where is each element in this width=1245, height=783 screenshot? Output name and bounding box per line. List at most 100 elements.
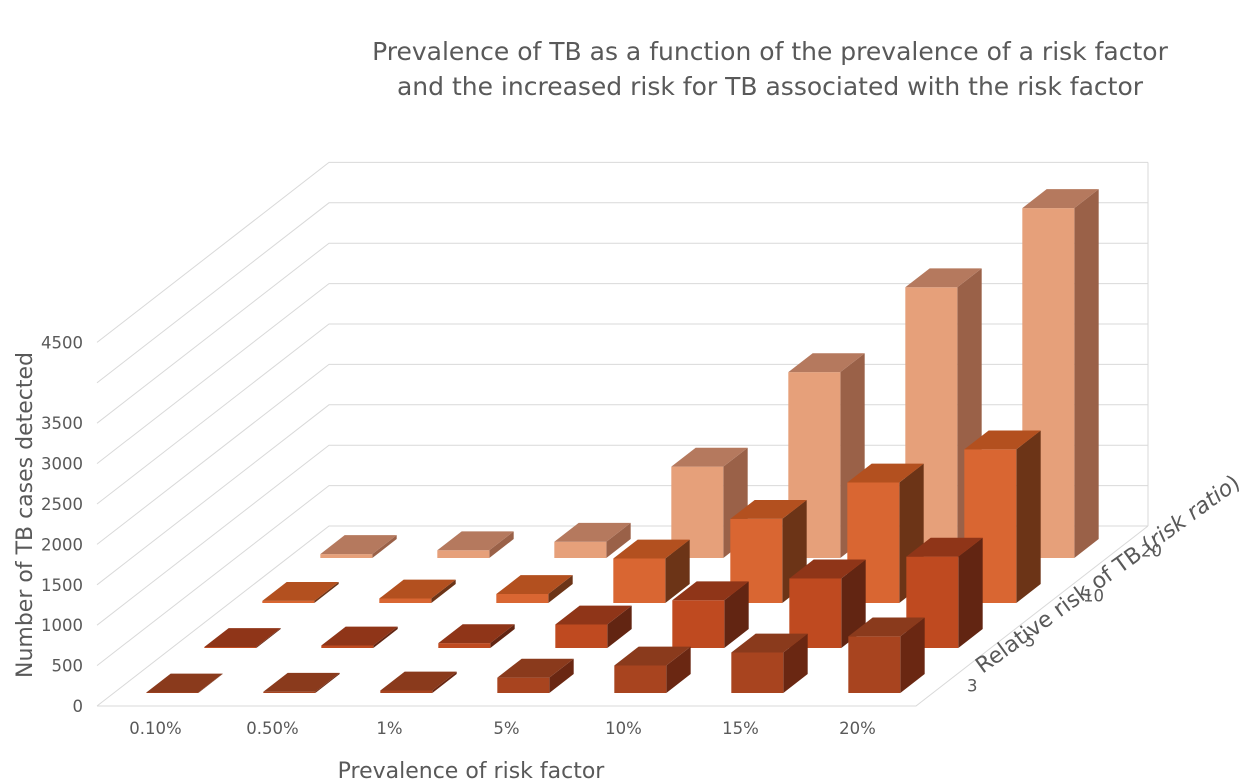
bar-top <box>379 579 456 599</box>
bar-front <box>262 600 315 603</box>
bar-top <box>789 559 866 579</box>
bar-front <box>497 677 550 693</box>
bar-top <box>263 672 340 692</box>
x-tick-label: 15% <box>722 719 759 738</box>
bar-front <box>672 600 725 648</box>
y-tick-label: 1500 <box>41 576 83 595</box>
bar-top <box>555 605 632 625</box>
bar-side <box>549 658 574 693</box>
depth-tick-label: 3 <box>967 677 978 696</box>
bar-side <box>783 633 808 693</box>
bar-top <box>262 582 339 601</box>
chart-title-line-2: and the increased risk for TB associated… <box>397 72 1144 101</box>
bar-top <box>905 268 982 288</box>
bar-front <box>321 645 374 648</box>
bar-front <box>496 594 549 603</box>
bar-side <box>665 539 690 603</box>
bar-side <box>958 537 983 648</box>
y-tick-label: 3000 <box>41 455 83 474</box>
bar-top <box>437 531 514 551</box>
bar-top <box>496 575 573 595</box>
x-axis-title: Prevalence of risk factor <box>338 759 606 783</box>
bar-front <box>263 691 316 693</box>
bar-side <box>256 628 281 648</box>
bar <box>204 628 281 648</box>
bar-front <box>437 550 490 558</box>
bar <box>320 535 397 558</box>
bar-front <box>379 598 432 603</box>
bar-side <box>432 671 457 693</box>
depth-tick-label: 5 <box>1025 632 1036 651</box>
bar-top <box>204 628 281 647</box>
floor-edge <box>97 525 1149 707</box>
bar-front <box>731 652 784 693</box>
bar <box>496 575 573 603</box>
bar-side <box>431 579 456 603</box>
x-tick-label: 5% <box>493 719 519 738</box>
bar <box>437 531 514 558</box>
gridline-7 <box>96 242 1148 424</box>
bar-top <box>731 633 808 653</box>
gridline-8 <box>96 202 1148 384</box>
bar-top <box>906 537 983 557</box>
bar <box>379 579 456 603</box>
bar-top <box>671 447 748 467</box>
y-tick-label: 4500 <box>41 333 83 352</box>
bar-top <box>848 617 925 637</box>
bar-top <box>788 353 865 373</box>
depth-axis-ticks: 3 5 10 20 <box>967 542 1162 696</box>
bar <box>731 633 808 693</box>
bar-side <box>606 522 631 558</box>
bar-side <box>490 624 515 648</box>
bar-top <box>438 624 515 644</box>
gridlines <box>96 161 1149 707</box>
bar-side <box>841 559 866 648</box>
y-axis-title: Number of TB cases detected <box>13 352 38 678</box>
gridline-4 <box>96 363 1148 545</box>
bar-top <box>380 671 457 691</box>
bar-side <box>607 605 632 648</box>
bar-side <box>666 646 691 693</box>
bar-top <box>146 673 223 693</box>
x-axis-ticks: 0.10% 0.50% 1% 5% 10% 15% 20% <box>129 719 876 738</box>
gridline-2 <box>96 444 1148 626</box>
bar-top <box>320 535 397 555</box>
gridline-3 <box>96 404 1148 586</box>
bar-front <box>554 541 607 558</box>
bar-front <box>380 690 433 693</box>
bar <box>380 671 457 693</box>
bar-front <box>614 665 667 693</box>
chart-title-line-1: Prevalence of TB as a function of the pr… <box>372 37 1168 66</box>
x-tick-label: 1% <box>376 719 402 738</box>
bar-top <box>321 626 398 646</box>
y-axis-ticks: 0 500 1000 1500 2000 2500 3000 3500 4500 <box>41 333 83 716</box>
bar <box>438 624 515 648</box>
bar-top <box>613 539 690 559</box>
bar-top <box>672 581 749 601</box>
bar-side <box>373 626 398 648</box>
bars <box>146 189 1099 693</box>
bar-side <box>315 672 340 693</box>
bar-front <box>555 624 608 648</box>
y-tick-label: 0 <box>73 697 84 716</box>
bar-front <box>789 578 842 648</box>
depth-tick-label: 10 <box>1083 587 1104 606</box>
bar-side <box>489 531 514 558</box>
bar <box>789 559 866 648</box>
depth-axis-title-italic: risk ratio <box>1145 476 1238 553</box>
y-tick-label: 500 <box>52 657 84 676</box>
bar <box>554 522 631 558</box>
bar-top <box>614 646 691 666</box>
x-tick-label: 0.50% <box>246 719 298 738</box>
gridline-5 <box>96 323 1148 505</box>
bar-top <box>497 658 574 678</box>
x-tick-label: 20% <box>839 719 876 738</box>
bar-top <box>964 430 1041 450</box>
x-tick-label: 0.10% <box>129 719 181 738</box>
bar <box>672 581 749 648</box>
bar-front <box>613 558 666 603</box>
bar-side <box>1016 430 1041 603</box>
bar <box>262 582 339 603</box>
bar-side <box>198 673 223 693</box>
